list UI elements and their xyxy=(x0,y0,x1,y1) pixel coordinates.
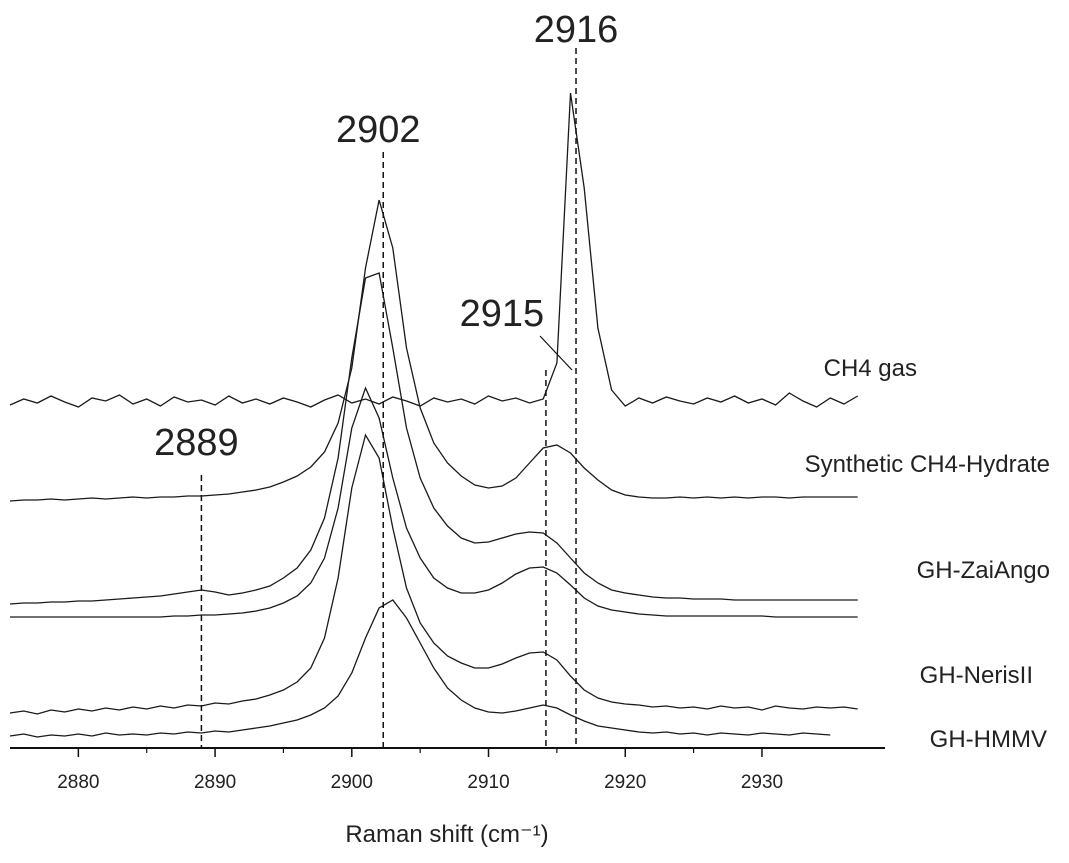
series-label: GH-HMMV xyxy=(930,726,1047,753)
x-axis-title: Raman shift (cm⁻¹) xyxy=(345,821,548,848)
x-tick-label: 2890 xyxy=(194,772,236,793)
series-label: Synthetic CH4-Hydrate xyxy=(805,451,1050,478)
annotation-label: 2915 xyxy=(460,293,545,335)
x-tick-label: 2900 xyxy=(331,772,373,793)
annotation-label: 2902 xyxy=(336,109,421,151)
x-tick-label: 2880 xyxy=(57,772,99,793)
x-tick-label: 2920 xyxy=(604,772,646,793)
annotation-label: 2916 xyxy=(534,9,619,51)
annotation-label: 2889 xyxy=(154,422,239,464)
series-label: GH-NerisII xyxy=(920,662,1033,689)
spectrum-line xyxy=(9,433,858,715)
series-label: GH-ZaiAngo xyxy=(917,557,1050,584)
x-tick-label: 2930 xyxy=(741,772,783,793)
x-tick-label: 2910 xyxy=(467,772,509,793)
spectrum-line xyxy=(9,199,858,502)
spectrum-line xyxy=(9,92,859,408)
annotation-leader xyxy=(539,335,573,371)
spectrum-line xyxy=(9,272,858,605)
series-label: CH4 gas xyxy=(824,355,917,382)
spectrum-line xyxy=(9,599,831,738)
spectrum-line xyxy=(10,386,858,618)
